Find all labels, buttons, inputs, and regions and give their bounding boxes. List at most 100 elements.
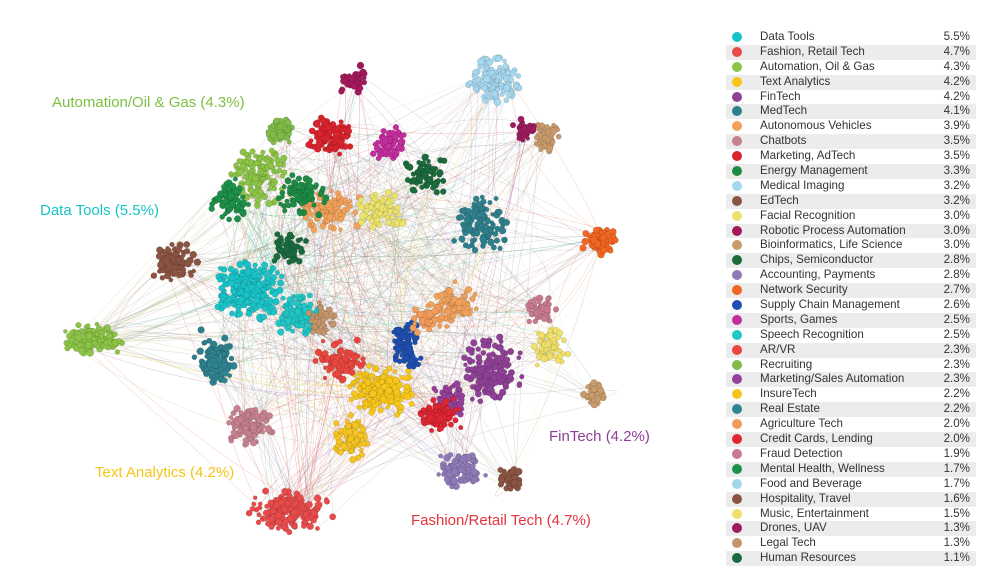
network-node xyxy=(220,203,226,208)
network-node xyxy=(493,354,498,359)
network-node xyxy=(448,318,454,324)
network-edge xyxy=(289,192,614,238)
network-node xyxy=(324,123,333,131)
network-node xyxy=(297,502,303,507)
legend-percentage: 4.2% xyxy=(943,89,970,103)
network-edge xyxy=(381,132,522,214)
network-node xyxy=(332,130,341,139)
network-node xyxy=(343,133,350,140)
legend-item: Real Estate 2.2% xyxy=(726,402,976,418)
network-edge xyxy=(171,211,391,255)
legend-item: Drones, UAV 1.3% xyxy=(726,521,976,537)
network-node xyxy=(351,354,359,362)
legend-color-dot xyxy=(732,180,742,191)
legend-percentage: 1.7% xyxy=(943,476,970,490)
network-edge xyxy=(211,203,316,517)
legend-color-dot xyxy=(732,508,742,519)
network-node xyxy=(289,300,295,307)
network-node xyxy=(444,324,450,329)
legend-color-dot xyxy=(732,329,742,340)
network-edge xyxy=(281,237,540,316)
network-node xyxy=(310,212,315,218)
network-edge xyxy=(209,369,301,505)
network-node xyxy=(348,397,354,403)
network-node xyxy=(469,366,475,372)
network-node xyxy=(498,227,507,235)
network-edge xyxy=(86,337,315,514)
network-node xyxy=(581,237,589,246)
network-node xyxy=(312,357,319,364)
network-edge xyxy=(414,131,549,325)
network-node xyxy=(227,435,233,441)
network-node xyxy=(357,203,365,211)
legend-category-name: EdTech xyxy=(760,193,799,207)
network-edge xyxy=(253,212,499,291)
network-node xyxy=(433,166,439,171)
network-node xyxy=(299,185,305,191)
network-node xyxy=(224,202,231,210)
network-node xyxy=(519,374,525,380)
network-node xyxy=(289,172,296,179)
network-edge xyxy=(387,141,401,340)
network-node xyxy=(450,467,459,476)
network-node xyxy=(560,337,567,344)
network-node xyxy=(354,360,361,367)
network-node xyxy=(359,212,367,220)
annotation-fashion: Fashion/Retail Tech (4.7%) xyxy=(411,512,591,529)
network-edge xyxy=(341,129,411,336)
network-node xyxy=(404,375,411,382)
network-node xyxy=(104,324,111,331)
network-node xyxy=(320,185,326,192)
network-node xyxy=(260,164,265,169)
network-edge xyxy=(232,201,295,517)
network-node xyxy=(412,321,417,326)
annotation-automation: Automation/Oil & Gas (4.3%) xyxy=(52,94,245,111)
network-node xyxy=(266,412,274,420)
network-edge xyxy=(403,91,478,337)
network-node xyxy=(409,186,417,194)
network-node xyxy=(295,237,302,244)
network-node xyxy=(269,157,275,163)
network-edge xyxy=(385,198,402,404)
network-node xyxy=(257,155,263,161)
network-node xyxy=(291,318,296,323)
network-edge xyxy=(402,83,497,333)
legend-category-name: Music, Entertainment xyxy=(760,506,869,520)
network-edge xyxy=(215,198,480,362)
network-node xyxy=(244,268,252,276)
network-edge xyxy=(324,313,424,410)
network-node xyxy=(284,119,292,127)
network-node xyxy=(245,201,252,208)
network-node xyxy=(330,341,338,349)
legend-category-name: Marketing, AdTech xyxy=(760,149,856,163)
network-node xyxy=(244,299,251,305)
network-node xyxy=(384,188,393,197)
network-node xyxy=(274,270,281,276)
network-node xyxy=(293,248,298,254)
network-node xyxy=(318,305,323,311)
network-node xyxy=(303,520,308,525)
network-node xyxy=(537,140,543,145)
network-node xyxy=(361,361,367,367)
network-node xyxy=(312,324,318,331)
network-edge xyxy=(222,182,432,374)
network-edge xyxy=(299,320,327,500)
legend-category-name: Autonomous Vehicles xyxy=(760,119,872,133)
network-node xyxy=(265,200,273,208)
network-node xyxy=(517,115,525,123)
network-edge xyxy=(253,92,512,505)
legend-percentage: 3.2% xyxy=(943,193,970,207)
network-node xyxy=(443,387,449,393)
network-node xyxy=(255,519,262,525)
network-node xyxy=(251,501,257,507)
network-node xyxy=(282,254,288,260)
network-node xyxy=(311,202,317,208)
network-node xyxy=(411,177,417,183)
legend-color-dot xyxy=(732,523,742,534)
network-edge xyxy=(302,293,531,309)
network-node xyxy=(355,71,361,77)
network-node xyxy=(585,384,591,390)
network-node xyxy=(389,197,395,204)
network-edge xyxy=(384,138,597,235)
annotation-fintech: FinTech (4.2%) xyxy=(549,428,650,445)
